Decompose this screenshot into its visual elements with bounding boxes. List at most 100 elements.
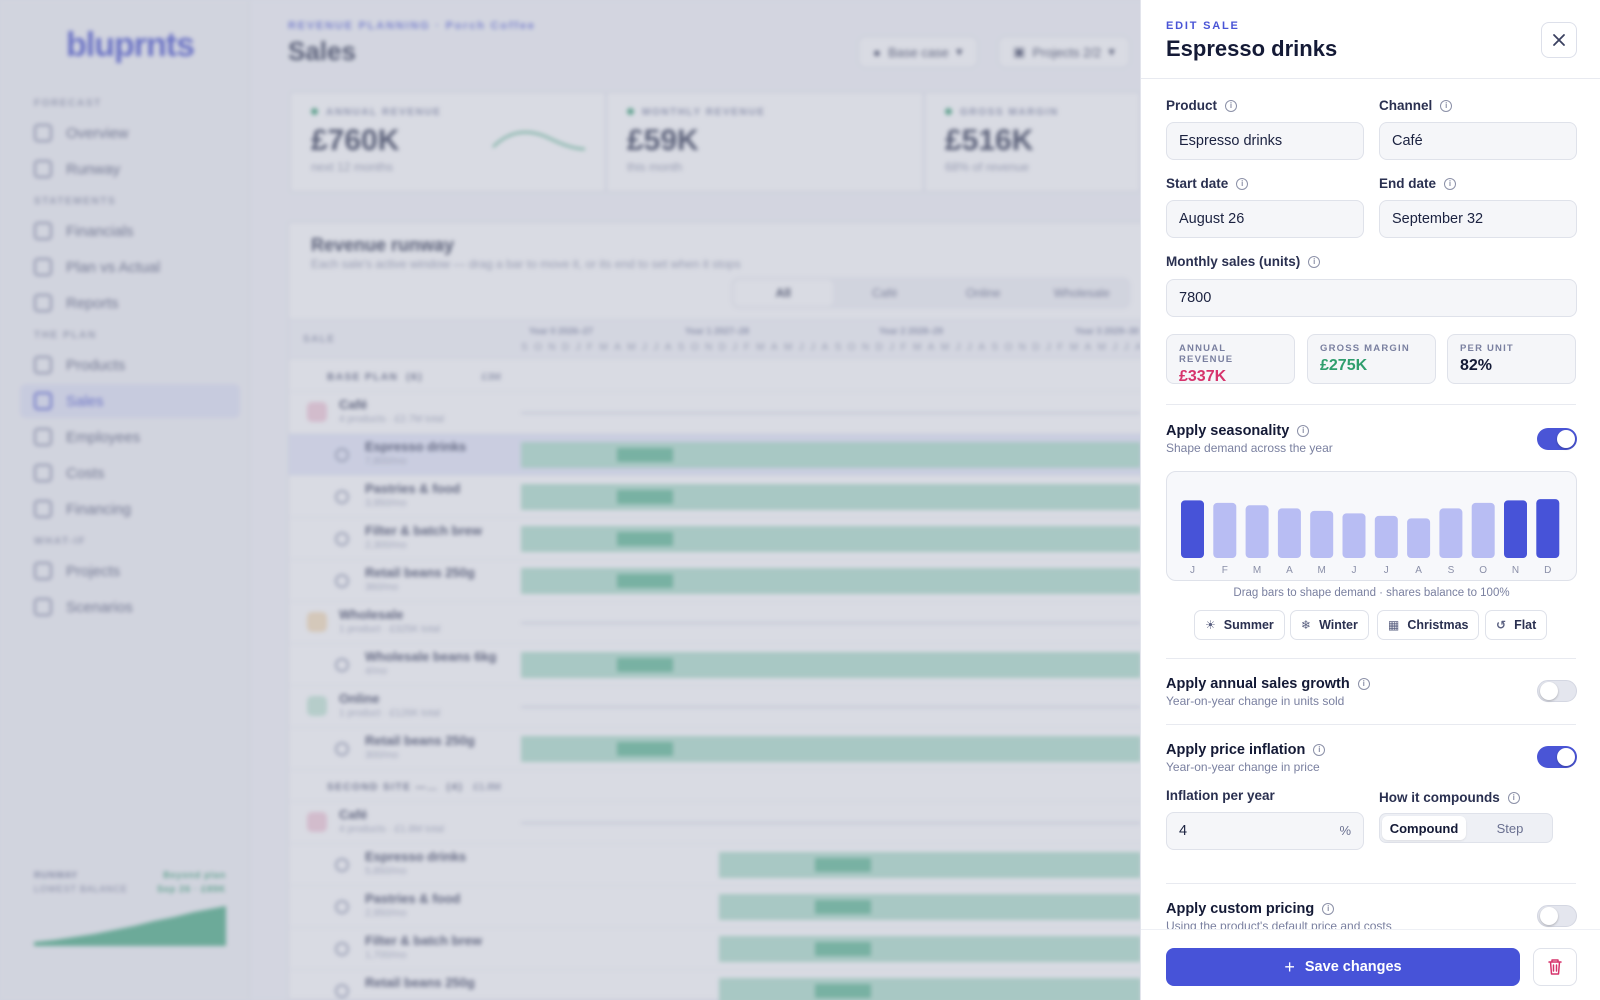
season-bar-4[interactable] <box>1310 510 1334 558</box>
sale-row[interactable]: Espresso drinks 5,850/mo <box>289 844 1149 886</box>
sidebar-item-plan-vs-actual[interactable]: Plan vs Actual <box>20 250 240 284</box>
preset-summer-button[interactable]: ☀ Summer <box>1194 610 1285 640</box>
inflation-per-year-field[interactable]: 4 % <box>1166 812 1364 850</box>
runway-bar[interactable] <box>521 568 1141 594</box>
product-field[interactable]: Espresso drinks <box>1166 122 1364 160</box>
season-month-label: M <box>1253 565 1261 576</box>
sidebar-item-label: Plan vs Actual <box>66 258 161 276</box>
runway-bar[interactable] <box>719 852 1141 878</box>
sale-row[interactable]: Filter & batch brew 1,700/mo <box>289 928 1149 970</box>
season-bar-0[interactable] <box>1181 500 1204 558</box>
preset-flat-button[interactable]: ↺ Flat <box>1485 610 1548 640</box>
gift-icon: ▦ <box>1388 618 1400 632</box>
sidebar-item-scenarios[interactable]: Scenarios <box>20 590 240 624</box>
runway-bar[interactable] <box>521 442 1141 468</box>
info-icon[interactable]: i <box>1225 99 1238 112</box>
sale-row[interactable]: Pastries & food 2,950/mo <box>289 886 1149 928</box>
runway-bar[interactable] <box>521 484 1141 510</box>
filter-wholesale[interactable]: Wholesale <box>1053 286 1110 300</box>
nav-icon <box>34 562 52 580</box>
runway-bar[interactable] <box>719 978 1141 1000</box>
info-icon[interactable]: i <box>1507 791 1520 804</box>
seasonality-subtitle: Shape demand across the year <box>1166 441 1333 455</box>
season-bar-8[interactable] <box>1439 508 1463 558</box>
close-button[interactable] <box>1541 22 1577 58</box>
channel-group-row[interactable]: Wholesale 1 product · £325K total <box>289 602 1149 644</box>
sidebar-item-employees[interactable]: Employees <box>20 420 240 454</box>
channel-group-row[interactable]: Café 4 products · £1.8M total <box>289 802 1149 844</box>
season-bar-6[interactable] <box>1374 515 1398 558</box>
season-bar-1[interactable] <box>1213 502 1237 558</box>
runway-bar[interactable] <box>719 894 1141 920</box>
season-bar-5[interactable] <box>1342 513 1366 558</box>
product-icon <box>335 490 349 504</box>
runway-bar[interactable] <box>521 652 1141 678</box>
sidebar-item-reports[interactable]: Reports <box>20 286 240 320</box>
filter-online[interactable]: Online <box>965 286 1001 300</box>
filter-cafe[interactable]: Café <box>872 286 898 300</box>
inflation-toggle[interactable] <box>1537 746 1577 768</box>
year-label: Year 1 2027–28 <box>685 326 750 336</box>
end-date-field[interactable]: September 32 <box>1379 200 1577 238</box>
sidebar-item-financials[interactable]: Financials <box>20 214 240 248</box>
growth-title: Apply annual sales growth i <box>1166 676 1370 692</box>
info-icon[interactable]: i <box>1440 99 1453 112</box>
sun-icon: ☀ <box>1205 618 1216 632</box>
info-icon[interactable]: i <box>1313 744 1326 756</box>
sale-row[interactable]: Espresso drinks 7,800/mo <box>289 434 1149 476</box>
sidebar-item-sales[interactable]: Sales <box>20 384 240 418</box>
channel-field[interactable]: Café <box>1379 122 1577 160</box>
product-icon <box>335 532 349 546</box>
filter-all[interactable]: All <box>734 280 833 306</box>
compound-option[interactable]: Compound <box>1382 816 1466 840</box>
runway-bar[interactable] <box>719 936 1141 962</box>
growth-toggle[interactable] <box>1537 680 1577 702</box>
preset-christmas-button[interactable]: ▦ Christmas <box>1377 610 1480 640</box>
reset-icon: ↺ <box>1496 618 1507 632</box>
sale-row[interactable]: Filter & batch brew 2,300/mo <box>289 518 1149 560</box>
channel-group-row[interactable]: Online 1 product · £126K total <box>289 686 1149 728</box>
sidebar-item-overview[interactable]: Overview <box>20 116 240 150</box>
save-changes-button[interactable]: + Save changes <box>1166 948 1520 986</box>
sidebar-item-products[interactable]: Products <box>20 348 240 382</box>
delete-button[interactable] <box>1533 948 1577 986</box>
monthly-sales-field[interactable]: 7800 <box>1166 279 1577 317</box>
sale-row[interactable]: Retail beans 250g <box>289 970 1149 1000</box>
info-icon[interactable]: i <box>1357 678 1370 690</box>
sidebar-item-projects[interactable]: Projects <box>20 554 240 588</box>
sale-row[interactable]: Retail beans 250g 300/mo <box>289 728 1149 770</box>
compounds-label-text: How it compounds <box>1379 790 1500 805</box>
kpi-sub: this month <box>627 160 683 174</box>
modal-backdrop[interactable] <box>0 0 1140 1000</box>
season-bar-9[interactable] <box>1471 502 1495 558</box>
sidebar-item-runway[interactable]: Runway <box>20 152 240 186</box>
sidebar-item-label: Employees <box>66 428 141 446</box>
season-bar-2[interactable] <box>1245 505 1269 558</box>
seasonality-toggle[interactable] <box>1537 428 1577 450</box>
preset-winter-button[interactable]: ❄ Winter <box>1290 610 1369 640</box>
sale-row[interactable]: Retail beans 250g 360/mo <box>289 560 1149 602</box>
info-icon[interactable]: i <box>1308 255 1321 268</box>
stat-per-unit: PER UNIT 82% <box>1447 334 1576 384</box>
season-bar-11[interactable] <box>1536 499 1560 558</box>
sidebar-item-costs[interactable]: Costs <box>20 456 240 490</box>
start-date-field[interactable]: August 26 <box>1166 200 1364 238</box>
step-option[interactable]: Step <box>1496 820 1524 836</box>
info-icon[interactable]: i <box>1236 177 1249 190</box>
info-icon[interactable]: i <box>1444 177 1457 190</box>
season-bar-3[interactable] <box>1277 508 1301 558</box>
season-bar-10[interactable] <box>1504 500 1527 558</box>
info-icon[interactable]: i <box>1297 425 1310 437</box>
custom-pricing-toggle[interactable] <box>1537 905 1577 927</box>
page-kicker: REVENUE PLANNING · Porch Coffee <box>288 20 536 32</box>
runway-bar[interactable] <box>521 526 1141 552</box>
runway-bar[interactable] <box>521 736 1141 762</box>
sidebar-item-financing[interactable]: Financing <box>20 492 240 526</box>
info-icon[interactable]: i <box>1322 903 1335 915</box>
sale-row[interactable]: Wholesale beans 6kg 4/mo <box>289 644 1149 686</box>
channel-group-row[interactable]: Café 4 products · £2.7M total <box>289 392 1149 434</box>
scenario-select[interactable]: ● Base case ▾ <box>858 36 978 68</box>
sale-row[interactable]: Pastries & food 3,950/mo <box>289 476 1149 518</box>
season-bar-7[interactable] <box>1407 518 1431 558</box>
projects-select[interactable]: ▣ Projects 2/2 ▾ <box>998 36 1130 68</box>
